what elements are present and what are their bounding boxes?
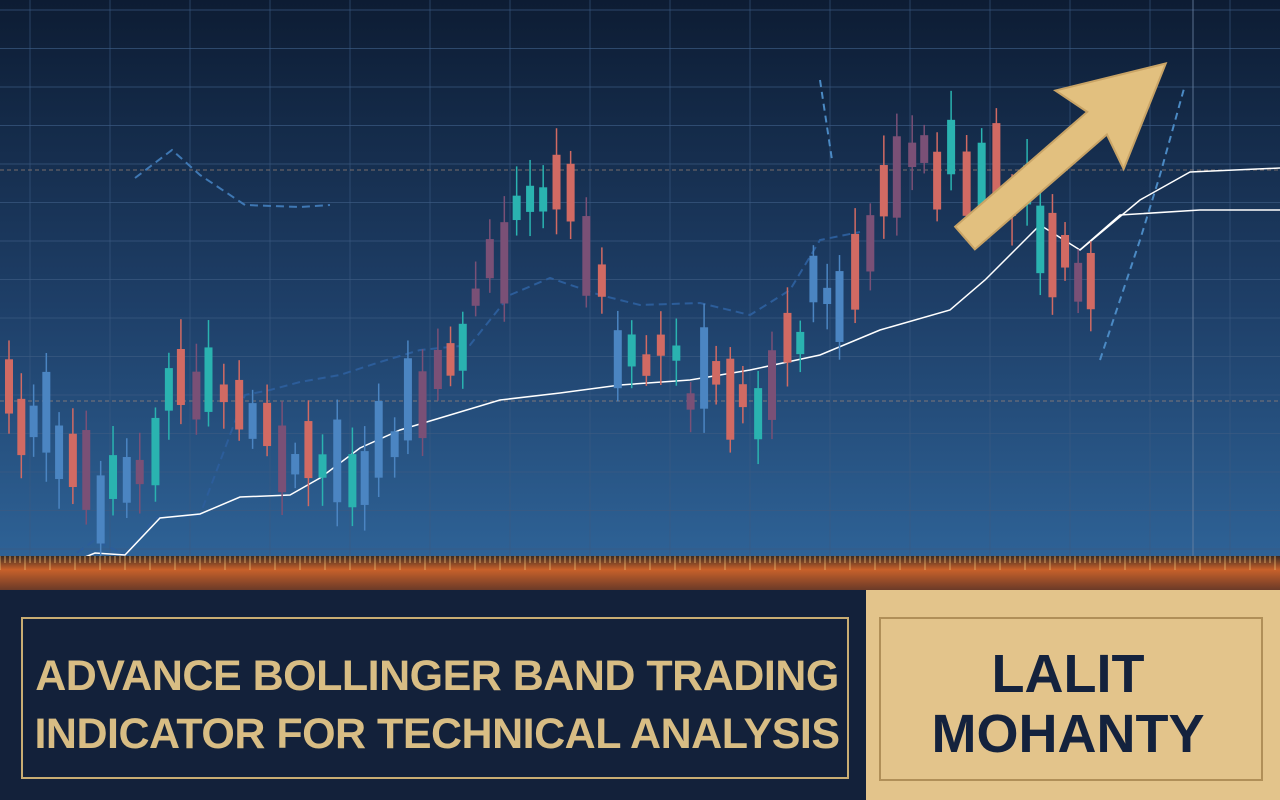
candle-body	[318, 454, 327, 478]
candle-body	[403, 358, 412, 441]
candle-body	[642, 354, 651, 376]
candle-body	[809, 255, 818, 303]
candle-body	[151, 417, 160, 486]
candle-body	[835, 271, 844, 342]
candle-body	[5, 359, 13, 414]
candle-body	[977, 142, 986, 212]
ruler-ticks	[0, 556, 1276, 570]
candle-body	[1061, 234, 1070, 268]
candle-body	[851, 233, 860, 310]
candle-body	[1086, 252, 1095, 310]
upper-band	[819, 79, 1186, 361]
candle-body	[235, 379, 244, 430]
candle-body	[613, 330, 622, 389]
candle-body	[135, 459, 144, 485]
candle-body	[1036, 205, 1045, 274]
candle-body	[192, 371, 201, 420]
candle-body	[82, 430, 91, 510]
candle-body	[333, 419, 342, 503]
title-panel	[0, 590, 866, 800]
candle-body	[374, 400, 383, 478]
upper-line	[1079, 167, 1280, 251]
candle-body	[109, 455, 118, 499]
candle-body	[962, 151, 971, 216]
candle-body	[686, 393, 695, 410]
candle-body	[458, 323, 467, 371]
candle-body	[176, 349, 185, 406]
candle-body	[219, 384, 228, 403]
candle-body	[278, 425, 287, 493]
candle-body	[933, 151, 942, 210]
candle-body	[418, 371, 427, 439]
candle-body	[582, 216, 591, 296]
author-line: MOHANTY	[932, 704, 1205, 764]
author-frame	[879, 617, 1263, 781]
candle-body	[248, 403, 257, 439]
candle-body	[17, 398, 26, 456]
candle-body	[446, 343, 455, 376]
candle-body	[263, 402, 272, 447]
candle-body	[892, 136, 901, 218]
candle-body	[597, 264, 606, 297]
candle-body	[485, 239, 494, 279]
candle-body	[656, 334, 665, 356]
candle-body	[1074, 262, 1083, 302]
candle-body	[992, 123, 1001, 194]
candle-body	[754, 388, 763, 440]
candle-body	[672, 345, 681, 361]
candle-body	[879, 165, 888, 217]
candle-body	[908, 142, 917, 167]
candle-body	[1048, 212, 1057, 298]
candlesticks	[5, 90, 1095, 563]
title-frame	[21, 617, 849, 779]
band-fragment	[134, 148, 331, 209]
candle-body	[500, 222, 509, 304]
candle-body	[627, 334, 636, 367]
candle-body	[29, 405, 38, 438]
candle-body	[348, 454, 357, 508]
candle-body	[552, 154, 561, 210]
candle-body	[96, 475, 105, 544]
candle-body	[122, 457, 131, 503]
title-line: INDICATOR FOR TECHNICAL ANALYSIS	[34, 710, 839, 758]
trend-arrow	[953, 62, 1168, 251]
candle-body	[866, 215, 875, 272]
author-line: LALIT	[992, 644, 1145, 704]
candle-body	[55, 425, 64, 480]
title-line: ADVANCE BOLLINGER BAND TRADING	[35, 652, 839, 700]
candle-body	[291, 454, 300, 475]
candle-body	[947, 119, 956, 175]
author-panel	[866, 590, 1280, 800]
candle-body	[712, 361, 721, 385]
candle-body	[68, 433, 77, 488]
candle-body	[526, 185, 535, 212]
candle-body	[390, 431, 399, 458]
candle-body	[304, 421, 313, 479]
candle-body	[823, 287, 832, 305]
candle-body	[433, 349, 442, 390]
candle-body	[512, 195, 521, 221]
candle-body	[539, 187, 548, 212]
candle-body	[738, 384, 747, 408]
candle-body	[920, 135, 929, 163]
candle-body	[360, 451, 369, 505]
candle-body	[783, 312, 792, 363]
candle-body	[700, 327, 709, 409]
candle-body	[767, 350, 776, 420]
candle-body	[566, 163, 575, 222]
candle-body	[726, 358, 735, 440]
candle-body	[796, 331, 805, 355]
candle-body	[42, 371, 51, 453]
candle-body	[204, 347, 213, 412]
candle-body	[164, 368, 173, 411]
candle-body	[471, 288, 480, 306]
